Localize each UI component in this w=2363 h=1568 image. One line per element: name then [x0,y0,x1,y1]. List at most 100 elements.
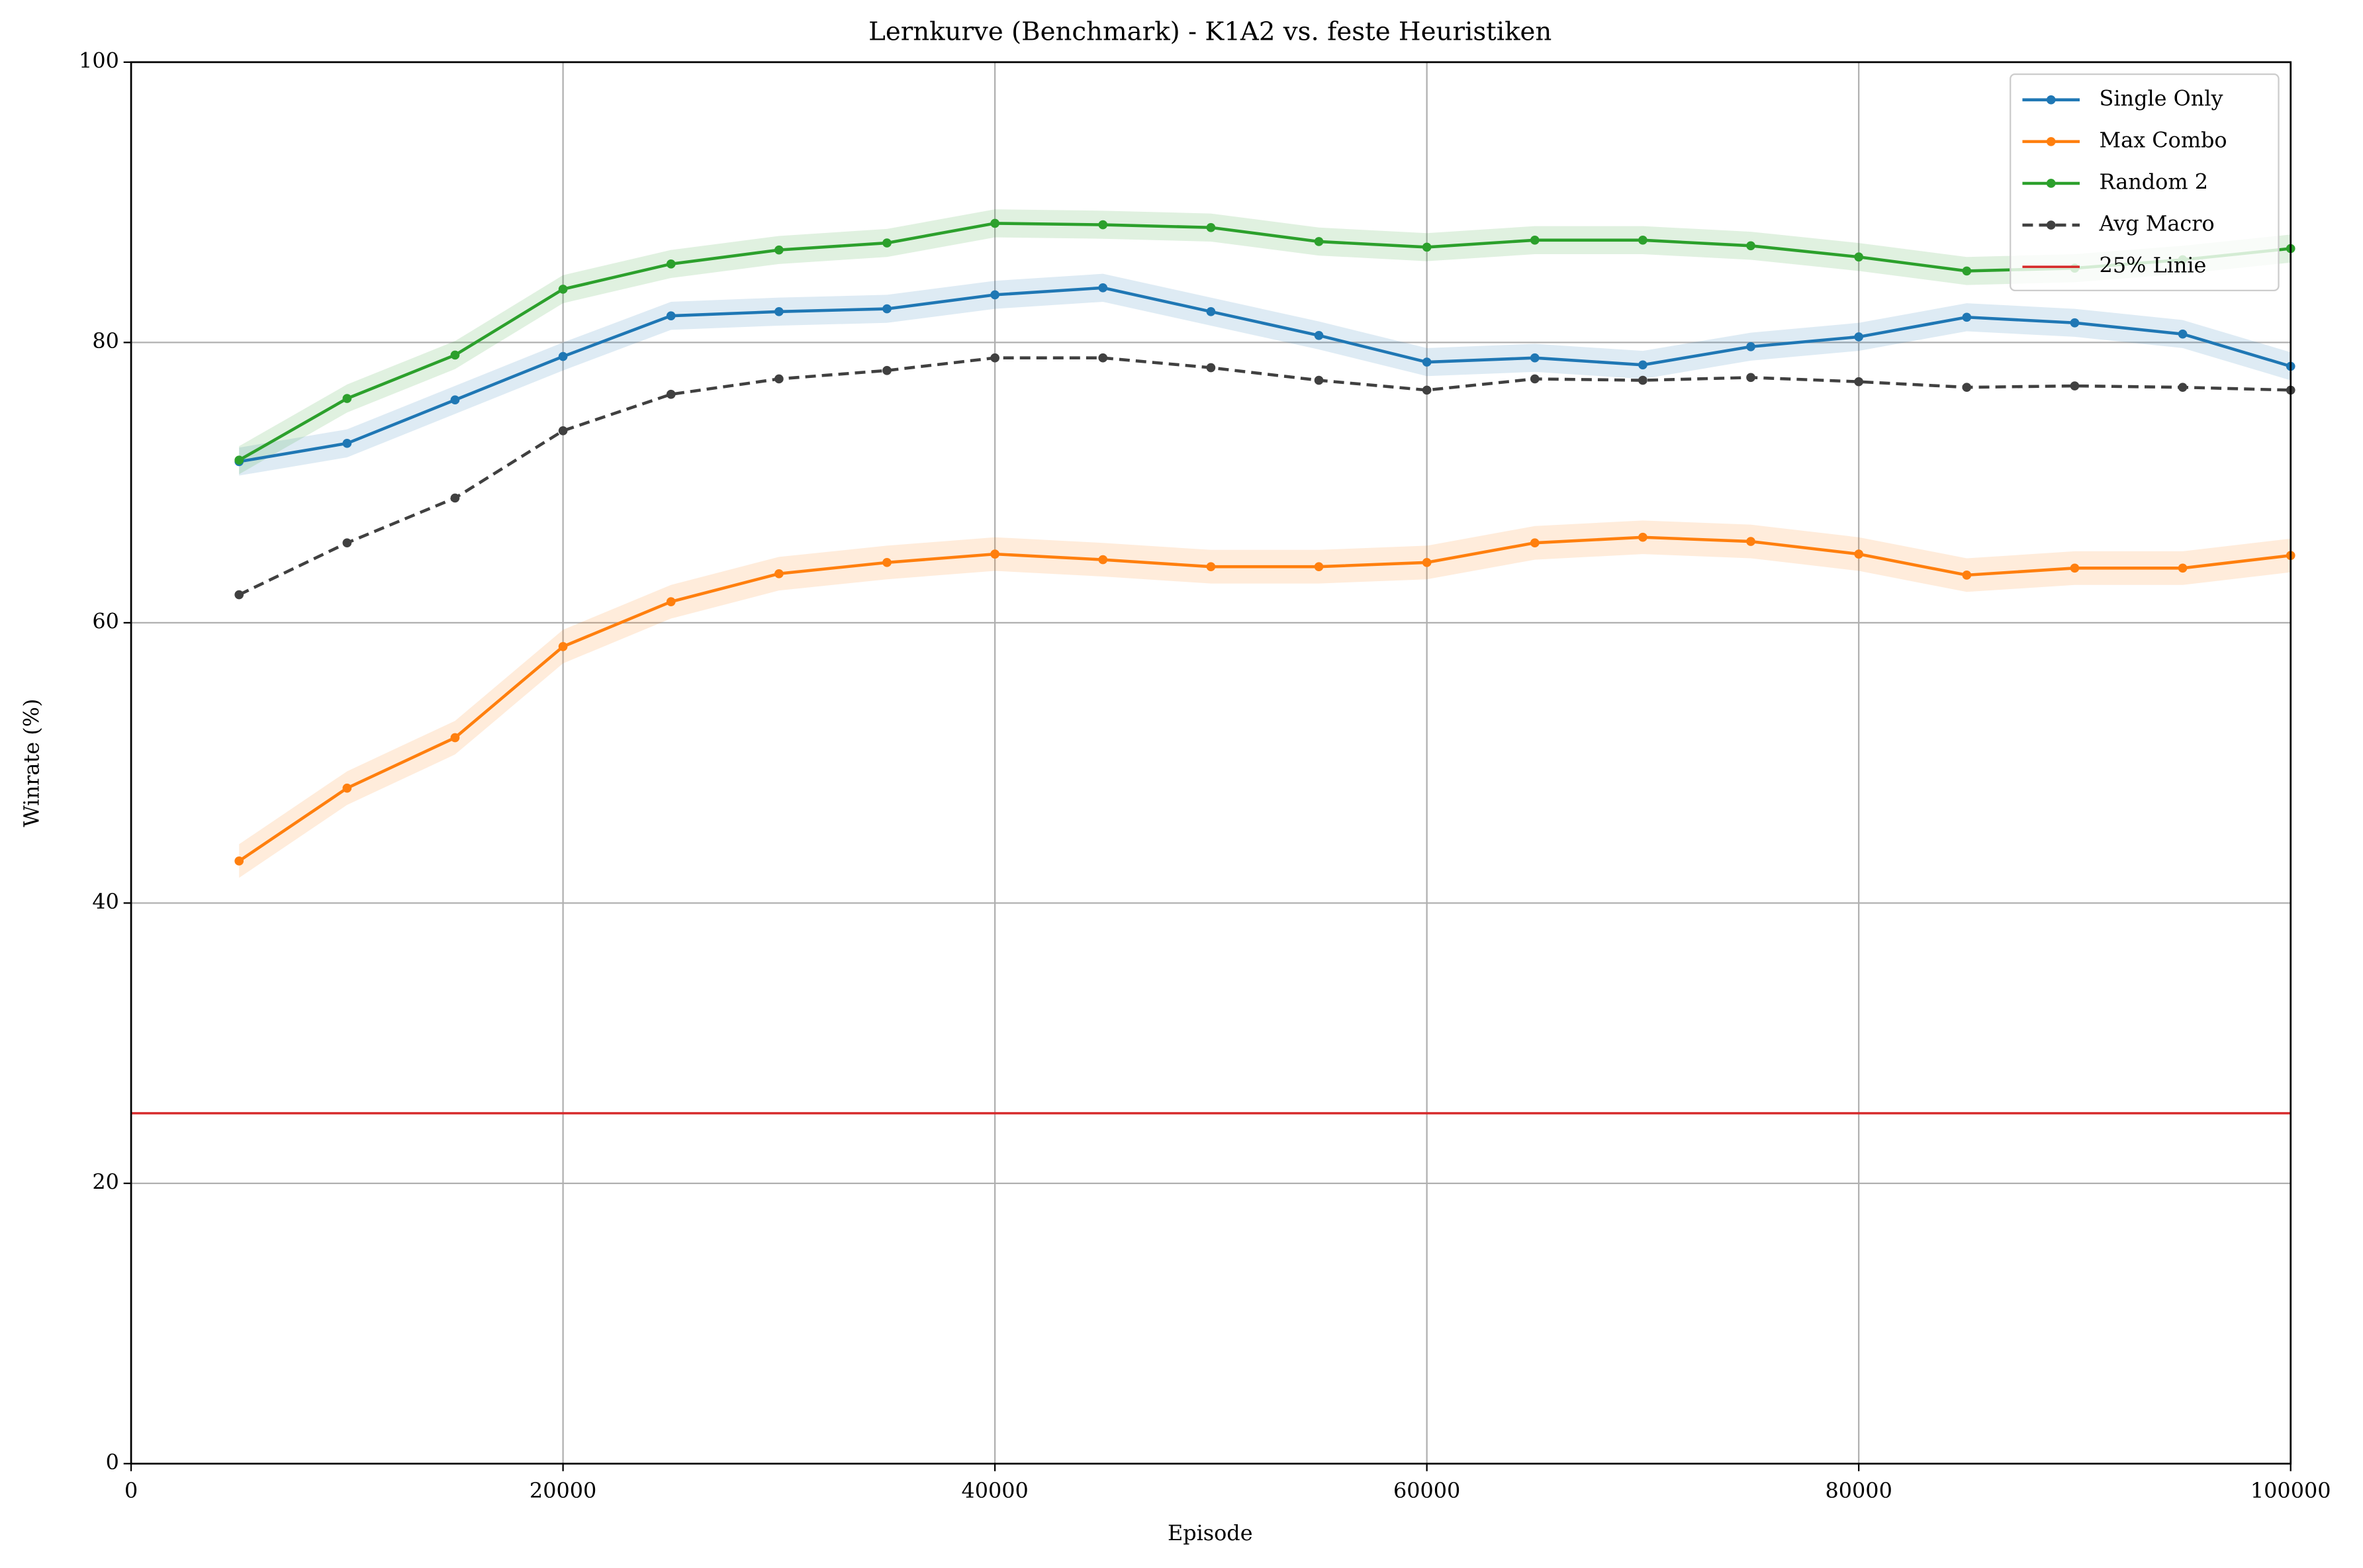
data-point [882,365,892,375]
data-point [558,642,568,651]
data-point [558,285,568,294]
data-point [1314,562,1324,572]
data-point [774,569,784,578]
legend-label: 25% Linie [2100,253,2207,278]
data-point [1314,237,1324,246]
legend-label: Single Only [2100,85,2223,111]
data-point [234,590,244,600]
data-point [1962,383,1972,392]
y-axis-label: Winrate (%) [19,699,44,827]
data-point [234,856,244,866]
data-point [882,238,892,248]
confidence-band [239,273,2291,476]
data-point [1854,252,1864,262]
data-point [882,558,892,567]
series-line [238,222,2291,462]
legend-label: Random 2 [2100,169,2208,194]
data-point [882,304,892,314]
chart-title: Lernkurve (Benchmark) - K1A2 vs. feste H… [868,17,1552,47]
data-point [774,306,784,316]
y-tick-label: 40 [92,889,119,914]
data-point [990,549,999,559]
data-point [2178,563,2188,573]
data-point [342,538,352,548]
legend-marker [2046,137,2056,146]
legend: Single Only Max Combo Random 2 Avg Macro 25%… [2010,73,2280,291]
data-point [1530,236,1540,245]
data-point [1638,360,1647,370]
data-point [558,426,568,436]
data-point [1962,312,1972,322]
data-point [774,374,784,384]
data-point [666,597,676,606]
data-point [1314,375,1324,385]
data-point [1746,373,1755,383]
y-tick-label: 0 [106,1450,119,1475]
data-point [342,394,352,403]
data-point [2070,318,2080,328]
y-tick-label: 80 [92,328,119,353]
x-tick-label: 60000 [1393,1478,1460,1503]
data-point [1854,377,1864,387]
data-point [1314,330,1324,340]
data-point [1530,538,1540,548]
data-point [1638,236,1647,245]
series-line [238,356,2291,596]
x-tick-label: 40000 [961,1478,1028,1503]
data-point [1854,332,1864,342]
data-point [1206,222,1216,232]
legend-marker [2046,220,2056,230]
data-point [1422,357,1432,367]
data-point [1746,537,1755,546]
data-point [234,455,244,465]
data-point [990,353,999,363]
legend-label: Avg Macro [2099,211,2215,236]
data-point [558,351,568,361]
data-point [1098,220,1108,230]
data-point [1206,306,1216,316]
data-point [666,311,676,321]
x-tick-label: 100000 [2250,1478,2331,1503]
data-point [1746,342,1755,351]
data-point [2070,563,2080,573]
data-point [1530,353,1540,363]
y-tick-label: 100 [79,48,119,73]
y-tick-label: 20 [92,1169,119,1194]
data-point [1530,374,1540,384]
data-point [666,389,676,399]
data-point [1746,241,1755,251]
data-point [2178,383,2188,392]
data-point [1098,283,1108,293]
data-point [2178,329,2188,339]
x-tick-label: 0 [124,1478,138,1503]
data-point [1206,562,1216,572]
x-axis-label: Episode [1168,1520,1253,1545]
data-point [450,493,460,503]
confidence-band [239,520,2291,878]
data-point [1962,571,1972,580]
series-line [238,535,2291,862]
data-point [1854,549,1864,559]
data-point [342,783,352,793]
x-tick-label: 80000 [1826,1478,1892,1503]
data-point [1422,385,1432,395]
legend-label: Max Combo [2100,127,2227,152]
series-line [238,286,2292,463]
legend-marker [2046,95,2056,105]
plot-frame [130,61,2292,1465]
data-point [1962,266,1972,276]
data-point [342,439,352,448]
data-point [1206,363,1216,373]
data-point [1098,555,1108,565]
data-point [1422,558,1432,567]
data-point [1638,375,1647,385]
data-point [666,259,676,269]
data-point [1638,532,1647,542]
y-tick-label: 60 [92,608,119,633]
data-point [450,733,460,743]
data-point [774,245,784,255]
data-point [1422,242,1432,252]
data-point [1098,353,1108,363]
